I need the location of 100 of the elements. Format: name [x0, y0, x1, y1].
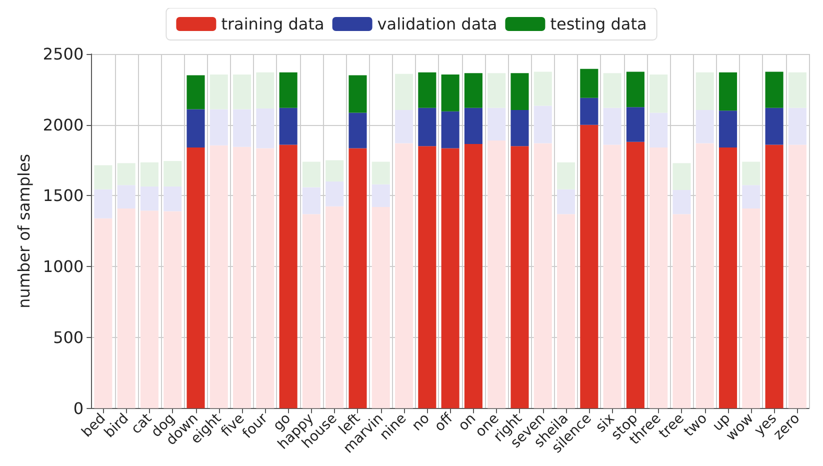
- bar: [603, 108, 622, 145]
- bar: [302, 187, 320, 214]
- bar: [117, 185, 136, 208]
- bar: [418, 72, 436, 108]
- bar: [233, 146, 252, 408]
- bar: [164, 211, 182, 408]
- bar: [696, 72, 714, 110]
- bar: [788, 108, 806, 145]
- bar: [742, 208, 760, 408]
- y-tick-label: 2000: [42, 115, 84, 134]
- bar: [140, 186, 158, 211]
- bar: [348, 75, 367, 113]
- bar: [164, 186, 182, 212]
- bar: [279, 108, 298, 145]
- bar: [765, 72, 784, 108]
- bar: [556, 189, 576, 214]
- bar: [464, 144, 482, 408]
- y-tick-label: 500: [53, 328, 84, 347]
- bar: [348, 148, 367, 408]
- bar: [395, 74, 414, 110]
- bar: [210, 145, 228, 408]
- bar: [464, 108, 482, 144]
- bar: [580, 124, 598, 408]
- bar: [788, 72, 806, 108]
- bar: [626, 107, 644, 142]
- bar: [626, 72, 644, 108]
- bar: [117, 163, 136, 186]
- bar: [164, 160, 182, 186]
- y-tick-label: 1000: [42, 257, 84, 276]
- bar: [372, 162, 390, 184]
- y-tick-label: 2500: [42, 44, 84, 64]
- bar: [788, 144, 806, 408]
- bar: [765, 144, 784, 408]
- legend-label: testing data: [550, 14, 647, 34]
- bar: [488, 108, 506, 140]
- bar: [650, 74, 668, 113]
- bar: [626, 142, 644, 408]
- bar: [186, 109, 205, 148]
- bar: [256, 148, 274, 408]
- bar: [650, 112, 668, 148]
- bar: [326, 160, 344, 182]
- bar: [488, 140, 506, 408]
- bar: [534, 72, 552, 106]
- bar: [372, 184, 390, 208]
- bar: [650, 148, 668, 408]
- bar: [186, 75, 205, 110]
- bar: [279, 144, 298, 408]
- bar: [94, 165, 112, 190]
- bar: [742, 185, 760, 208]
- bar: [326, 182, 344, 206]
- bar: [233, 109, 252, 147]
- bar: [395, 110, 414, 144]
- bar: [418, 108, 436, 146]
- x-tick-label: off: [432, 410, 456, 435]
- bar: [718, 110, 738, 148]
- bar: [510, 146, 529, 408]
- bar: [210, 109, 228, 146]
- x-tick-label: no: [409, 410, 433, 434]
- legend-label: training data: [221, 14, 324, 34]
- bar: [556, 162, 576, 190]
- bar: [510, 73, 529, 110]
- bar: [488, 73, 506, 108]
- bar: [94, 189, 112, 218]
- bar: [395, 143, 414, 408]
- bar: [718, 148, 738, 408]
- bar: [765, 108, 784, 145]
- bar: [580, 68, 598, 98]
- bar: [603, 144, 622, 408]
- bar: [441, 74, 460, 112]
- bar: [279, 72, 298, 108]
- bar: [256, 108, 274, 148]
- bar: [510, 110, 529, 146]
- bar: [742, 162, 760, 186]
- bar: [418, 146, 436, 408]
- bar: [256, 72, 274, 109]
- bar: [464, 73, 482, 108]
- bar: [672, 163, 691, 190]
- y-axis-title: number of samples: [14, 154, 34, 308]
- bar: [117, 208, 136, 408]
- bar: [140, 210, 158, 408]
- bar: [603, 73, 622, 108]
- bar: [718, 72, 738, 111]
- bar: [534, 143, 552, 408]
- bar: [186, 148, 205, 408]
- bar: [372, 207, 390, 408]
- bar: [348, 112, 367, 148]
- bar: [210, 74, 228, 110]
- bar: [302, 162, 320, 188]
- bar: [696, 143, 714, 408]
- bar: [441, 111, 460, 148]
- bar: [672, 214, 691, 408]
- bar: [696, 110, 714, 144]
- bar: [534, 106, 552, 144]
- bar: [302, 214, 320, 408]
- bar: [233, 74, 252, 110]
- bar: [94, 218, 112, 408]
- legend-label: validation data: [377, 14, 498, 34]
- bar: [326, 206, 344, 408]
- y-tick-label: 0: [73, 398, 84, 418]
- bar: [441, 148, 460, 408]
